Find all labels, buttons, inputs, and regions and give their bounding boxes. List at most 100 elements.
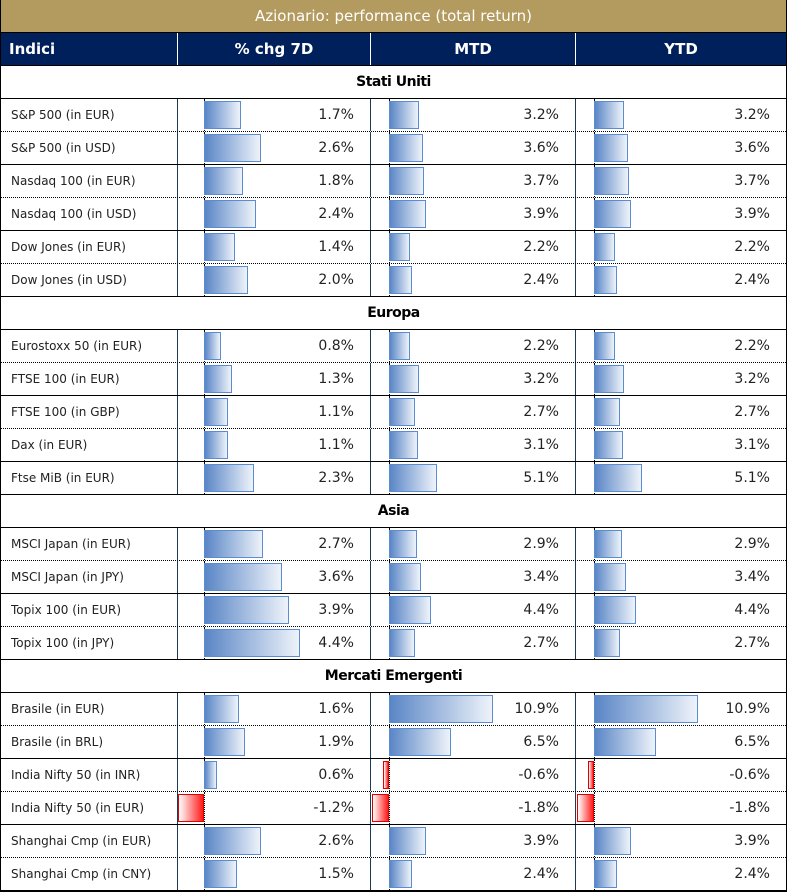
index-name: Dow Jones (in USD) (1, 264, 178, 296)
header-ytd: YTD (664, 40, 698, 58)
zero-axis (204, 792, 205, 824)
cell-ytd: 5.1% (576, 462, 786, 494)
positive-bar (389, 695, 493, 723)
cell-d7: 1.9% (178, 726, 371, 758)
cell-ytd: 2.2% (576, 330, 786, 362)
value-d7: 1.1% (318, 404, 354, 420)
cell-ytd: 3.2% (576, 363, 786, 395)
positive-bar (594, 695, 698, 723)
index-name: India Nifty 50 (in INR) (1, 759, 178, 791)
value-mtd: 3.4% (523, 569, 559, 585)
value-ytd: 2.2% (734, 239, 770, 255)
index-name: MSCI Japan (in EUR) (1, 528, 178, 560)
cell-d7: 1.1% (178, 396, 371, 428)
value-mtd: 2.7% (523, 635, 559, 651)
value-d7: 1.9% (318, 734, 354, 750)
value-mtd: 2.4% (523, 866, 559, 882)
positive-bar (389, 365, 420, 393)
positive-bar (389, 464, 438, 492)
cell-d7: 1.6% (178, 693, 371, 725)
cell-d7: 2.0% (178, 264, 371, 296)
cell-ytd: 2.7% (576, 396, 786, 428)
positive-bar (594, 365, 625, 393)
cell-ytd: 3.6% (576, 132, 786, 164)
value-mtd: 3.9% (523, 833, 559, 849)
cell-d7: 2.6% (178, 825, 371, 857)
header-row: Indici % chg 7D MTD YTD (1, 33, 786, 66)
negative-bar (383, 761, 389, 789)
cell-d7: 3.9% (178, 594, 371, 626)
positive-bar (594, 167, 630, 195)
value-d7: 2.6% (318, 833, 354, 849)
value-ytd: 3.7% (734, 173, 770, 189)
cell-d7: -1.2% (177, 792, 371, 824)
cell-d7: 2.4% (178, 198, 371, 230)
positive-bar (594, 332, 615, 360)
value-d7: -1.2% (313, 800, 354, 816)
value-ytd: 2.7% (734, 404, 770, 420)
cell-d7: 1.4% (178, 231, 371, 263)
value-ytd: 4.4% (734, 602, 770, 618)
index-name: Eurostoxx 50 (in EUR) (1, 330, 178, 362)
value-mtd: 10.9% (514, 701, 559, 717)
positive-bar (594, 200, 632, 228)
table-row: Topix 100 (in EUR) 3.9% 4.4% 4.4% (1, 594, 786, 627)
cell-d7: 2.7% (178, 528, 371, 560)
value-ytd: -0.6% (729, 767, 770, 783)
value-mtd: -0.6% (518, 767, 559, 783)
positive-bar (204, 332, 222, 360)
value-d7: 2.7% (318, 536, 354, 552)
value-d7: 1.1% (318, 437, 354, 453)
index-name: FTSE 100 (in GBP) (1, 396, 178, 428)
negative-bar (177, 794, 204, 822)
index-name: Nasdaq 100 (in EUR) (1, 165, 178, 197)
positive-bar (204, 431, 228, 459)
value-d7: 1.7% (318, 107, 354, 123)
positive-bar (204, 101, 242, 129)
cell-d7: 4.4% (178, 627, 371, 659)
value-d7: 4.4% (318, 635, 354, 651)
table-row: Brasile (in BRL) 1.9% 6.5% 6.5% (1, 726, 786, 759)
positive-bar (594, 101, 625, 129)
cell-mtd: 3.6% (371, 132, 576, 164)
table-row: S&P 500 (in EUR) 1.7% 3.2% 3.2% (1, 99, 786, 132)
positive-bar (204, 464, 255, 492)
positive-bar (389, 233, 410, 261)
value-d7: 2.6% (318, 140, 354, 156)
value-ytd: 3.9% (734, 206, 770, 222)
zero-axis (594, 792, 595, 824)
value-d7: 2.3% (318, 470, 354, 486)
positive-bar (204, 563, 283, 591)
value-ytd: 2.9% (734, 536, 770, 552)
section-header: Asia (1, 495, 786, 528)
positive-bar (389, 266, 412, 294)
positive-bar (594, 629, 620, 657)
cell-ytd: 3.7% (576, 165, 786, 197)
value-mtd: 3.7% (523, 173, 559, 189)
cell-d7: 0.8% (178, 330, 371, 362)
index-name: Ftse MiB (in EUR) (1, 462, 178, 494)
cell-mtd: 6.5% (371, 726, 576, 758)
value-ytd: -1.8% (729, 800, 770, 816)
positive-bar (204, 530, 263, 558)
value-ytd: 5.1% (734, 470, 770, 486)
zero-axis (389, 759, 390, 791)
value-d7: 1.6% (318, 701, 354, 717)
section-header: Stati Uniti (1, 66, 786, 99)
positive-bar (204, 266, 248, 294)
index-name: S&P 500 (in USD) (1, 132, 178, 164)
cell-mtd: 2.2% (371, 231, 576, 263)
cell-mtd: 5.1% (371, 462, 576, 494)
positive-bar (594, 860, 617, 888)
cell-ytd: 2.2% (576, 231, 786, 263)
cell-ytd: 3.4% (576, 561, 786, 593)
table-row: Shanghai Cmp (in EUR) 2.6% 3.9% 3.9% (1, 825, 786, 858)
table-row: Nasdaq 100 (in USD) 2.4% 3.9% 3.9% (1, 198, 786, 231)
positive-bar (389, 398, 415, 426)
cell-d7: 3.6% (178, 561, 371, 593)
positive-bar (389, 596, 431, 624)
positive-bar (204, 860, 237, 888)
value-mtd: 5.1% (523, 470, 559, 486)
header-7d: % chg 7D (178, 33, 371, 65)
